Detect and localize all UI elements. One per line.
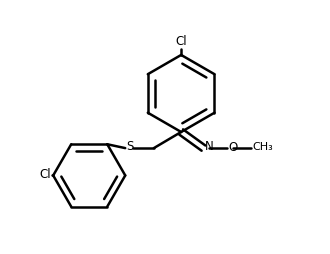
Text: O: O bbox=[229, 141, 238, 154]
Text: N: N bbox=[205, 140, 213, 153]
Text: Cl: Cl bbox=[175, 36, 187, 49]
Text: Cl: Cl bbox=[40, 168, 51, 181]
Text: S: S bbox=[126, 140, 133, 153]
Text: CH₃: CH₃ bbox=[252, 142, 273, 152]
